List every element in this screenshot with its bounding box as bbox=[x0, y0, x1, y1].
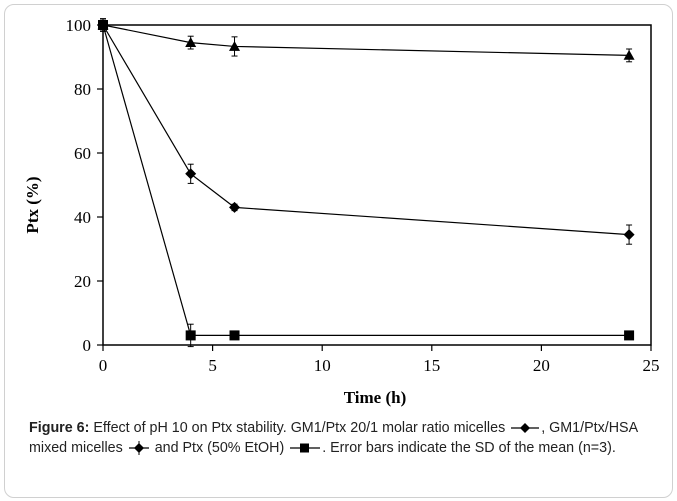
x-tick-label: 10 bbox=[314, 356, 331, 375]
x-axis-label: Time (h) bbox=[344, 388, 407, 407]
data-point-square bbox=[229, 330, 240, 341]
y-tick-label: 100 bbox=[66, 16, 92, 35]
caption-text-4: . Error bars indicate the SD of the mean… bbox=[322, 440, 616, 456]
data-point-square bbox=[185, 330, 196, 341]
chart: 0 20 40 60 80 100 0 5 10 15 20 25 Ptx (%) Time (h) bbox=[23, 16, 660, 407]
data-point-square bbox=[624, 330, 635, 341]
y-tick-label: 40 bbox=[74, 208, 91, 227]
data-point-square bbox=[98, 20, 108, 30]
y-axis-label: Ptx (%) bbox=[23, 176, 42, 233]
plot-frame bbox=[102, 24, 652, 346]
caption-text-2: , GM1/Ptx/HSA mixed micelles bbox=[29, 420, 638, 456]
legend-diamond-symbol-2 bbox=[128, 441, 149, 456]
y-tick-label: 60 bbox=[74, 144, 91, 163]
legend-square-symbol bbox=[290, 443, 321, 453]
data-point-triangle bbox=[229, 40, 241, 51]
axes: 0 20 40 60 80 100 0 5 10 15 20 25 bbox=[66, 16, 660, 375]
data-point-triangle bbox=[623, 49, 635, 60]
series-layer bbox=[97, 18, 635, 348]
y-tick-label: 20 bbox=[74, 272, 91, 291]
x-tick-label: 25 bbox=[643, 356, 660, 375]
x-tick-label: 5 bbox=[208, 356, 217, 375]
caption-text-3: and Ptx (50% EtOH) bbox=[150, 440, 289, 456]
data-point-triangle bbox=[185, 37, 197, 47]
caption-text-1: Effect of pH 10 on Ptx stability. GM1/Pt… bbox=[89, 420, 510, 436]
x-tick-label: 15 bbox=[423, 356, 440, 375]
y-tick-label: 0 bbox=[83, 336, 92, 355]
y-tick-label: 80 bbox=[74, 80, 91, 99]
data-point-diamond bbox=[623, 229, 635, 241]
figure-caption: Figure 6: Effect of pH 10 on Ptx stabili… bbox=[29, 418, 661, 458]
legend-diamond-symbol bbox=[511, 423, 540, 434]
series-line-triangle bbox=[102, 24, 630, 56]
series-line-diamond bbox=[102, 24, 630, 236]
x-tick-label: 0 bbox=[99, 356, 108, 375]
data-point-diamond bbox=[185, 168, 197, 180]
data-point-diamond bbox=[229, 201, 241, 213]
figure-panel: 0 20 40 60 80 100 0 5 10 15 20 25 Ptx (%) Time (h) … bbox=[4, 4, 673, 498]
x-tick-label: 20 bbox=[533, 356, 550, 375]
caption-label: Figure 6: bbox=[29, 420, 90, 436]
series-line-square bbox=[102, 24, 630, 336]
